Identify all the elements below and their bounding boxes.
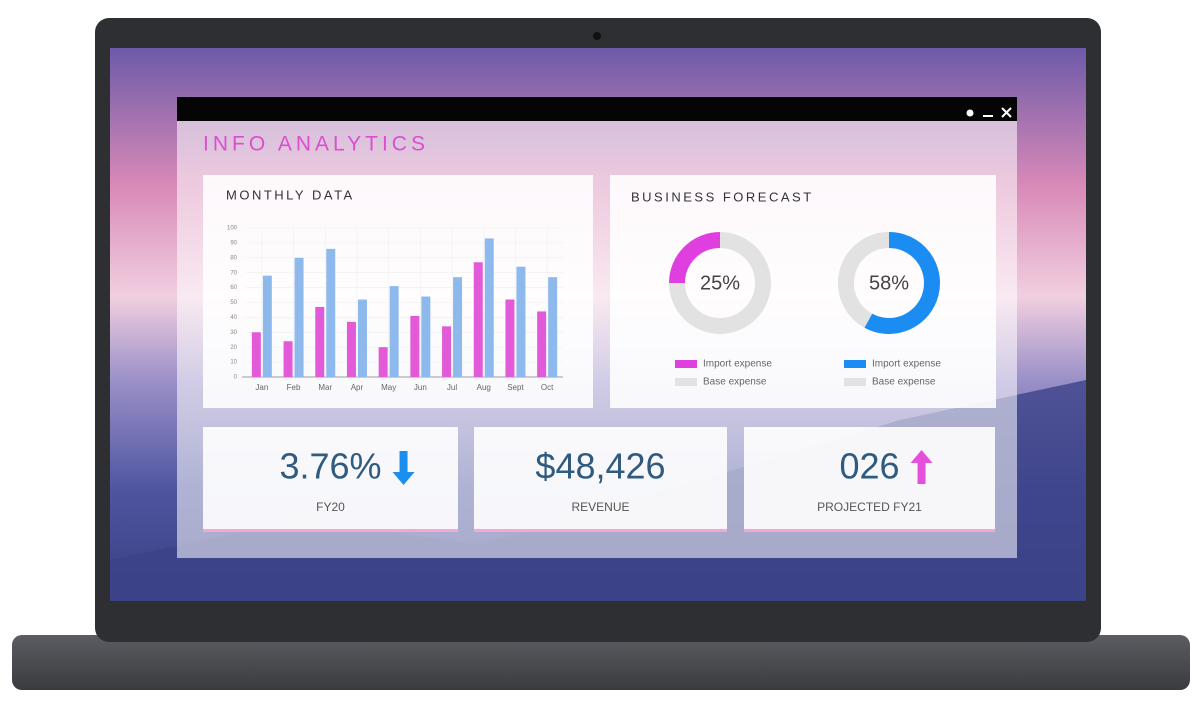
- bar: [410, 315, 420, 377]
- x-tick-label: Jun: [414, 383, 427, 392]
- y-tick-label: 30: [230, 330, 237, 336]
- minimize-button[interactable]: [983, 115, 993, 117]
- y-tick-label: 90: [230, 240, 237, 246]
- y-tick-label: 20: [230, 345, 237, 351]
- x-tick-label: May: [381, 383, 396, 392]
- y-tick-label: 80: [230, 255, 237, 261]
- y-tick-label: 10: [230, 360, 237, 366]
- bar: [505, 299, 515, 377]
- settings-button[interactable]: [966, 109, 974, 117]
- bar: [537, 311, 547, 377]
- panel-title: MONTHLY DATA: [226, 187, 355, 202]
- bar: [315, 306, 325, 377]
- legend-swatch: [675, 360, 697, 368]
- kpi-value: 3.76%: [279, 446, 381, 487]
- kpi-underline: [474, 529, 727, 532]
- bar: [484, 238, 494, 377]
- x-tick-label: Sept: [507, 383, 524, 392]
- donut-segment: [669, 232, 721, 284]
- legend-swatch: [844, 360, 866, 368]
- legend-label: Base expense: [703, 377, 767, 388]
- arrow-down-icon: [392, 451, 415, 485]
- donut-center-label: 58%: [869, 272, 909, 294]
- app-title: INFO ANALYTICS: [203, 133, 429, 156]
- bar: [262, 275, 272, 377]
- bar: [346, 321, 356, 377]
- donut-segment: [838, 232, 890, 328]
- kpi-card: [474, 427, 727, 531]
- x-tick-label: Jan: [255, 383, 268, 392]
- y-tick-label: 70: [230, 270, 237, 276]
- bar: [453, 277, 463, 377]
- bar: [283, 341, 293, 377]
- legend-label: Base expense: [872, 377, 936, 388]
- kpi-cards: 3.76% FY20 $48,426 REVENUE 026 PROJECTED FY21: [203, 427, 995, 532]
- legend-swatch: [844, 378, 866, 386]
- kpi-card: [744, 427, 995, 531]
- bar: [251, 332, 261, 377]
- legend-label: Import expense: [872, 359, 941, 370]
- y-tick-label: 40: [230, 315, 237, 321]
- legend-swatch: [675, 378, 697, 386]
- x-tick-label: Feb: [287, 383, 301, 392]
- kpi-card: [203, 427, 458, 531]
- bar: [473, 262, 483, 377]
- x-tick-label: Mar: [318, 383, 332, 392]
- kpi-underline: [203, 529, 458, 532]
- y-tick-label: 60: [230, 285, 237, 291]
- y-tick-label: 0: [234, 375, 238, 381]
- y-tick-label: 50: [230, 300, 237, 306]
- camera: [593, 32, 601, 40]
- panel-title: BUSINESS FORECAST: [631, 189, 814, 204]
- donut-segment: [669, 232, 771, 334]
- bar: [421, 296, 431, 377]
- arrow-up-icon: [910, 450, 933, 484]
- kpi-label: FY20: [316, 500, 345, 514]
- bar: [389, 286, 399, 377]
- kpi-underline: [744, 529, 995, 532]
- x-tick-label: Apr: [351, 383, 364, 392]
- bar: [326, 248, 336, 377]
- donut-center-label: 25%: [700, 272, 740, 294]
- bar: [516, 266, 526, 377]
- bar: [548, 277, 558, 377]
- legend-label: Import expense: [703, 359, 772, 370]
- y-tick-label: 100: [227, 226, 238, 232]
- charts: 0 10 20 30 40 50 60 70 80 90 100 Jan Feb Mar Apr May Jun…: [227, 226, 941, 393]
- bar: [294, 257, 304, 377]
- kpi-label: PROJECTED FY21: [817, 500, 922, 514]
- x-tick-label: Oct: [541, 383, 554, 392]
- bar: [378, 347, 388, 377]
- kpi-label: REVENUE: [571, 500, 629, 514]
- title-bar: [177, 97, 1017, 121]
- close-button[interactable]: [1001, 107, 1012, 118]
- x-tick-label: Jul: [447, 383, 457, 392]
- kpi-value: $48,426: [535, 446, 665, 487]
- bar: [357, 299, 367, 377]
- kpi-value: 026: [839, 446, 899, 487]
- donut-segment: [864, 232, 940, 334]
- laptop-base: [12, 635, 1190, 690]
- x-tick-label: Aug: [477, 383, 491, 392]
- bar: [442, 326, 452, 377]
